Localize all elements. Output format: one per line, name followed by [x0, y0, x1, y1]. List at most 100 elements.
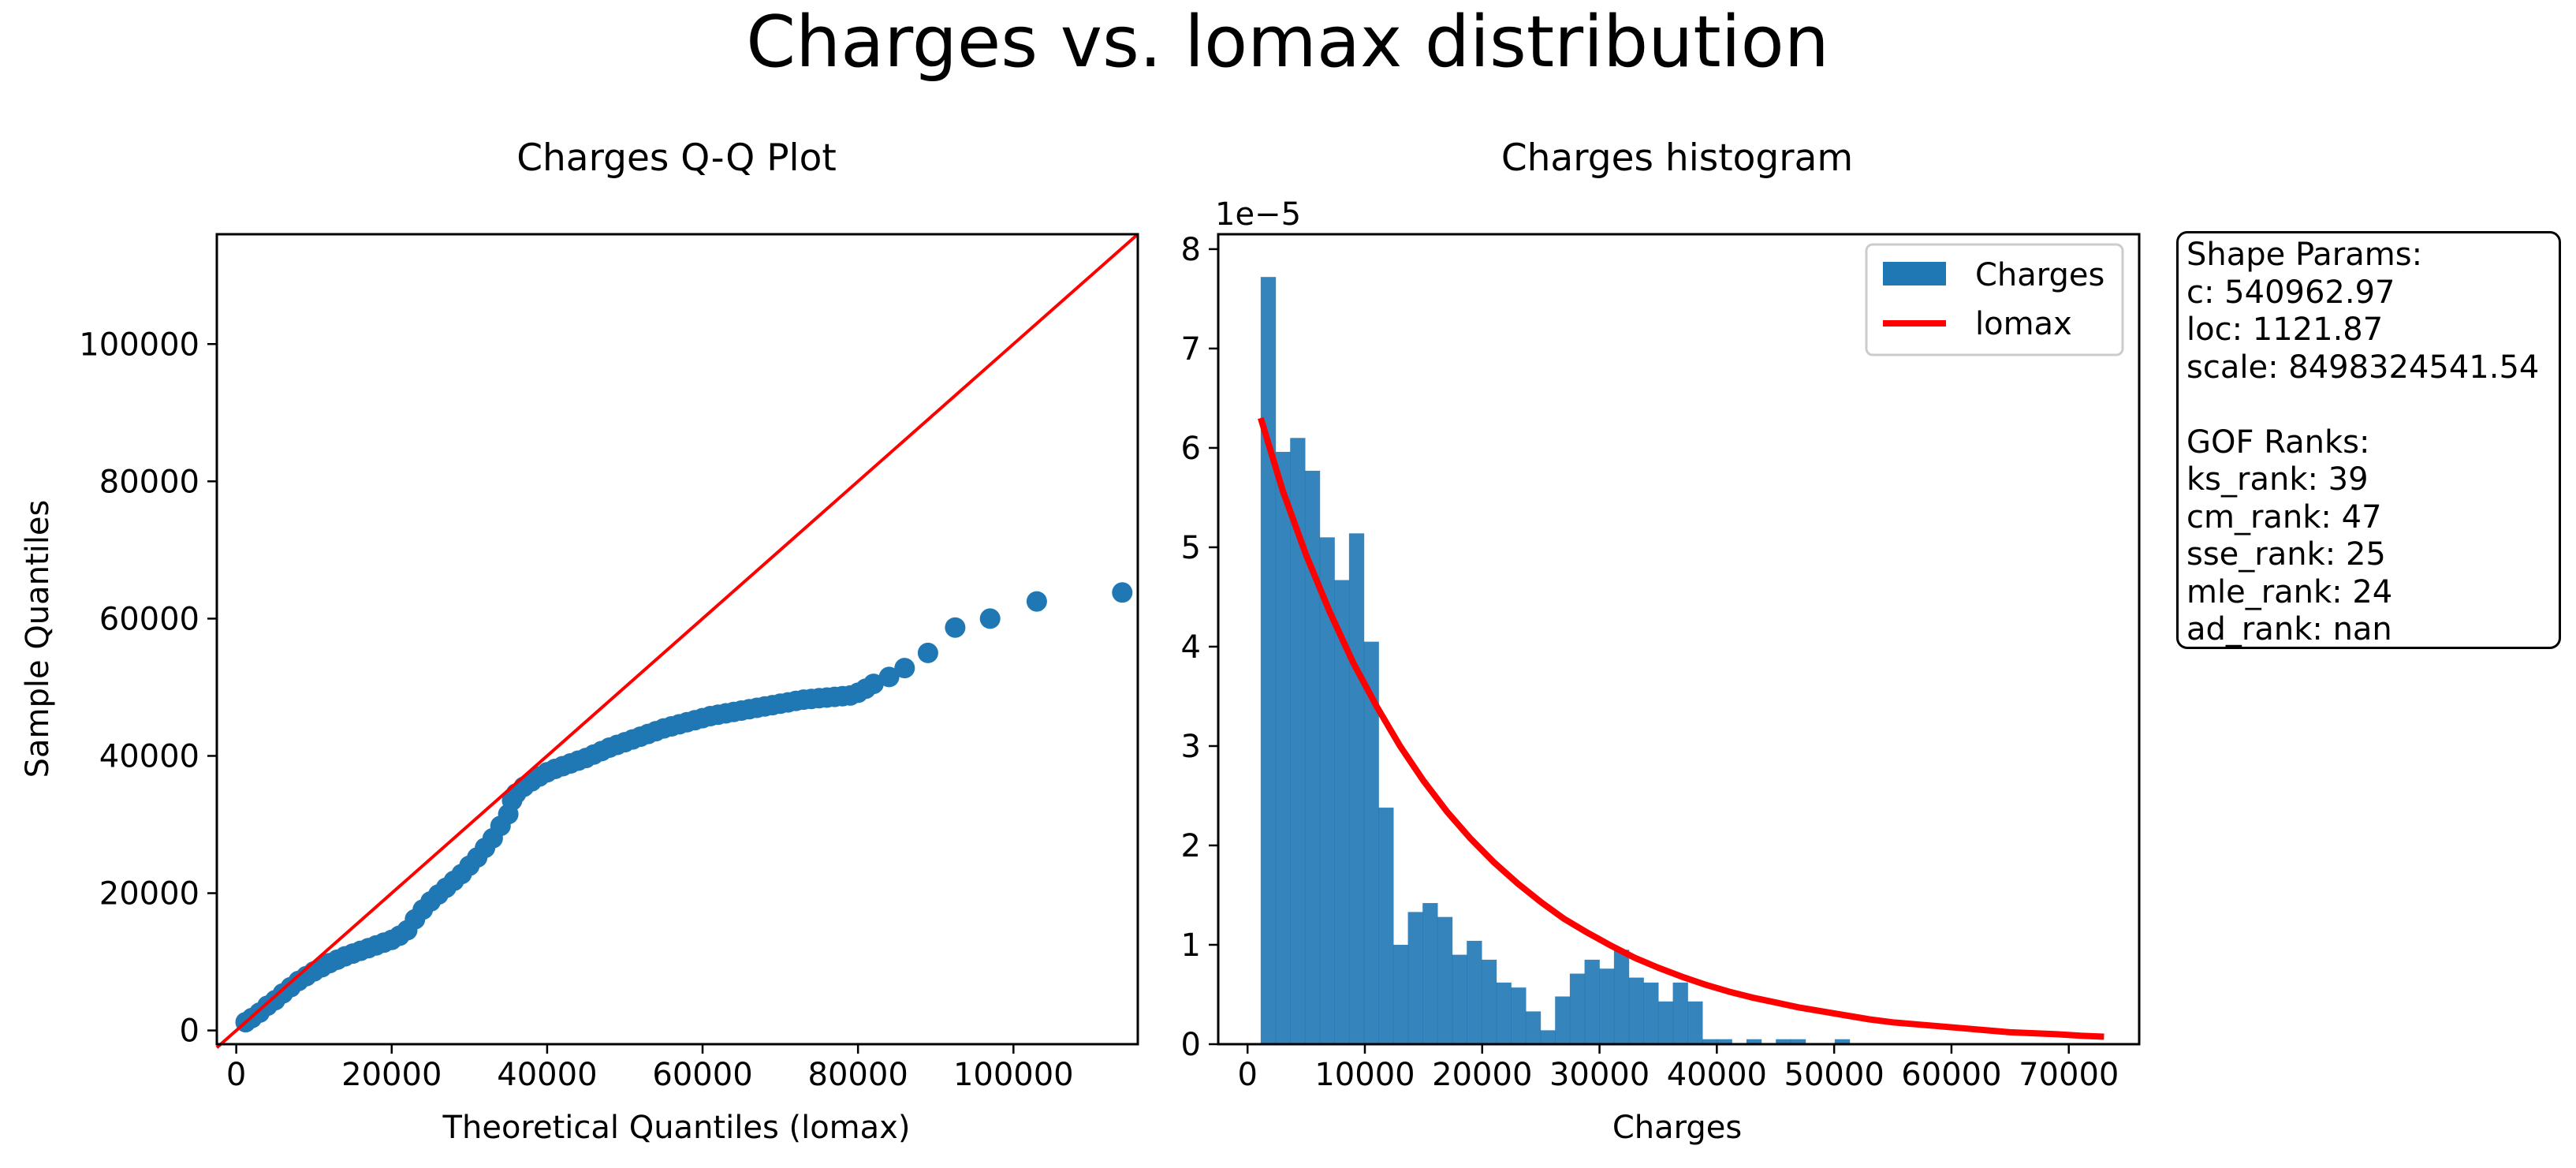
stats-box: Shape Params: c: 540962.97 loc: 1121.87 …: [2176, 231, 2561, 649]
qq-point: [1026, 591, 1047, 612]
legend-swatch-bars: [1883, 262, 1946, 285]
hist-bar: [1657, 1001, 1674, 1044]
qq-ylabel: Sample Quantiles: [20, 500, 56, 778]
qq-axes: 0 20000 40000 60000 80000 100000 0 20000 40000 60…: [79, 327, 1073, 1093]
hist-bar: [1275, 451, 1291, 1044]
qq-ytick-label: 60000: [99, 601, 199, 637]
hist-xlabel: Charges: [1612, 1110, 1742, 1146]
hist-ytick-label: 8: [1181, 232, 1201, 268]
legend-label-line: lomax: [1975, 306, 2072, 342]
stats-c: c: 540962.97: [2186, 274, 2395, 311]
stats-shape-header: Shape Params:: [2186, 237, 2423, 273]
hist-xtick-label: 60000: [1901, 1057, 2001, 1093]
qq-xtick-label: 100000: [953, 1057, 1074, 1093]
hist-xtick-label: 10000: [1314, 1057, 1415, 1093]
hist-ytick-label: 7: [1181, 331, 1201, 368]
qq-point: [1112, 582, 1133, 603]
hist-ytick-label: 0: [1181, 1027, 1201, 1063]
hist-bar: [1525, 1011, 1541, 1044]
hist-bar: [1467, 940, 1482, 1044]
legend-label-bars: Charges: [1975, 257, 2104, 293]
hist-ytick-label: 3: [1181, 729, 1201, 765]
hist-ytick-label: 1: [1181, 927, 1201, 964]
hist-bar: [1569, 973, 1586, 1044]
hist-bar: [1687, 1001, 1703, 1044]
hist-title: Charges histogram: [1501, 136, 1853, 180]
hist-bar: [1496, 982, 1512, 1044]
qq-point: [878, 666, 900, 688]
qq-plot: Charges Q-Q Plot 0 20000 40000 60000 80000 10…: [20, 136, 1139, 1146]
qq-ytick-label: 0: [180, 1013, 199, 1050]
hist-bar: [1511, 987, 1527, 1044]
hist-bar: [1334, 580, 1350, 1044]
hist-bar: [1319, 537, 1335, 1044]
hist-xtick-label: 30000: [1549, 1057, 1650, 1093]
hist-bar: [1776, 1039, 1791, 1044]
qq-point: [945, 617, 966, 638]
hist-bar: [1481, 959, 1497, 1044]
hist-bar: [1392, 944, 1409, 1044]
qq-xtick-label: 60000: [652, 1057, 752, 1093]
hist-bar: [1260, 277, 1277, 1044]
qq-ytick-label: 100000: [79, 327, 199, 363]
qq-point: [894, 658, 915, 679]
hist-bar: [1555, 996, 1571, 1044]
hist-ytick-label: 4: [1181, 629, 1201, 666]
hist-bar: [1702, 1039, 1718, 1044]
hist-ytick-label: 5: [1181, 530, 1201, 566]
hist-bar: [1304, 470, 1321, 1044]
histogram: Charges histogram 1e−5 0 10000 20000 30000 4…: [1181, 136, 2141, 1146]
qq-ytick-label: 20000: [99, 876, 199, 912]
legend: Charges lomax: [1865, 243, 2124, 356]
hist-bar: [1790, 1039, 1806, 1044]
stats-mle-rank: mle_rank: 24: [2186, 573, 2393, 610]
qq-frame: [215, 233, 1139, 1046]
qq-xlabel: Theoretical Quantiles (lomax): [442, 1110, 911, 1146]
stats-loc: loc: 1121.87: [2186, 312, 2384, 348]
hist-offset-label: 1e−5: [1215, 196, 1301, 233]
figure-title: Charges vs. lomax distribution: [746, 1, 1829, 84]
qq-xtick-label: 80000: [808, 1057, 908, 1093]
hist-bar: [1643, 982, 1659, 1044]
qq-plot-area: [215, 233, 1139, 1049]
lomax-fit-line: [1258, 416, 2104, 1040]
hist-bar: [1452, 954, 1467, 1044]
hist-bar: [1437, 916, 1453, 1044]
qq-ytick-label: 40000: [99, 738, 199, 774]
hist-xtick-label: 20000: [1432, 1057, 1532, 1093]
hist-bar: [1378, 808, 1394, 1044]
hist-frame: [1217, 233, 2141, 1046]
hist-bar: [1422, 903, 1438, 1044]
qq-xtick-label: 40000: [497, 1057, 597, 1093]
stats-cm-rank: cm_rank: 47: [2186, 498, 2382, 535]
hist-bar: [1290, 438, 1306, 1044]
qq-point: [979, 608, 1001, 629]
hist-plot-area: [1258, 277, 2104, 1044]
qq-reference-line: [215, 233, 1139, 1049]
hist-bar: [1540, 1030, 1556, 1044]
hist-bar: [1628, 977, 1644, 1044]
hist-ytick-label: 2: [1181, 828, 1201, 864]
qq-point: [863, 674, 884, 695]
hist-bar: [1407, 912, 1423, 1044]
stats-gap: [2186, 386, 2559, 424]
qq-xtick-label: 0: [226, 1057, 246, 1093]
hist-bar: [1613, 950, 1630, 1044]
qq-title: Charges Q-Q Plot: [516, 136, 837, 180]
stats-gof-header: GOF Ranks:: [2186, 424, 2370, 461]
hist-xtick-label: 40000: [1667, 1057, 1767, 1093]
hist-bar: [1599, 968, 1615, 1044]
qq-xtick-label: 20000: [341, 1057, 442, 1093]
hist-bar: [1746, 1039, 1762, 1044]
stats-ks-rank: ks_rank: 39: [2186, 461, 2369, 498]
hist-bar: [1348, 533, 1365, 1044]
qq-point: [917, 642, 938, 663]
hist-xtick-label: 0: [1237, 1057, 1257, 1093]
hist-axes: 0 10000 20000 30000 40000 50000 60000 70000 0 1 2 3…: [1181, 232, 2119, 1093]
hist-bar: [1584, 959, 1600, 1044]
stats-sse-rank: sse_rank: 25: [2186, 536, 2386, 573]
hist-bar: [1834, 1039, 1851, 1044]
qq-ytick-label: 80000: [99, 464, 199, 500]
hist-xtick-label: 50000: [1784, 1057, 1884, 1093]
